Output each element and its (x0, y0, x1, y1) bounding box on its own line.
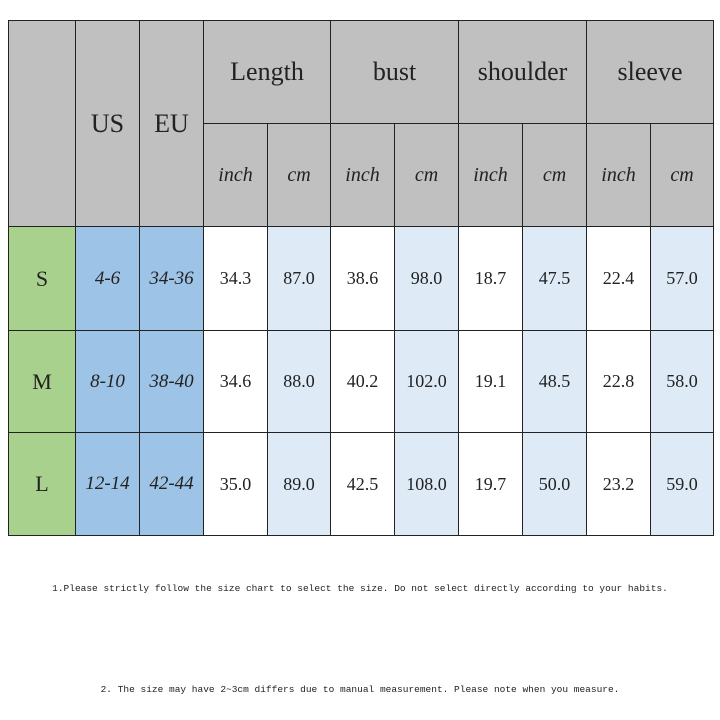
inch-value-cell: 22.4 (586, 226, 652, 331)
cm-value-cell: 88.0 (267, 330, 331, 433)
size-cell: L (8, 432, 76, 536)
inch-value-cell: 19.7 (458, 432, 523, 536)
cm-value-cell: 47.5 (521, 226, 588, 331)
cm-value-cell: 58.0 (650, 330, 715, 433)
header-unit-cm: cm (650, 123, 715, 227)
header-unit-inch: inch (586, 123, 652, 227)
cm-value-cell: 98.0 (394, 226, 459, 331)
header-length: Length (203, 20, 331, 124)
header-us: US (75, 20, 140, 227)
header-shoulder: shoulder (457, 20, 588, 124)
eu-size-cell: 42-44 (139, 432, 204, 536)
header-unit-cm: cm (394, 123, 459, 227)
us-size-cell: 12-14 (75, 432, 140, 536)
cm-value-cell: 48.5 (521, 330, 588, 433)
cm-value-cell: 89.0 (267, 432, 331, 536)
inch-value-cell: 34.3 (203, 226, 268, 331)
header-unit-cm: cm (521, 123, 588, 227)
size-chart-table: US EU Length bust shoulder sleeve inch cm… (8, 20, 715, 536)
table-row: L 12-14 42-44 35.0 89.0 42.5 108.0 19.7 50.0 23.2… (8, 432, 715, 536)
inch-value-cell: 35.0 (203, 432, 268, 536)
us-size-cell: 4-6 (75, 226, 140, 331)
header-eu: EU (139, 20, 204, 227)
inch-value-cell: 34.6 (203, 330, 268, 433)
inch-value-cell: 23.2 (586, 432, 652, 536)
eu-size-cell: 34-36 (139, 226, 204, 331)
header-bust: bust (330, 20, 459, 124)
table-row: S 4-6 34-36 34.3 87.0 38.6 98.0 18.7 47.5 22.4 57.… (8, 226, 715, 331)
inch-value-cell: 19.1 (458, 330, 523, 433)
header-unit-inch: inch (458, 123, 523, 227)
inch-value-cell: 22.8 (586, 330, 652, 433)
size-cell: S (8, 226, 76, 331)
inch-value-cell: 38.6 (330, 226, 395, 331)
note-1: 1.Please strictly follow the size chart … (52, 583, 668, 594)
cm-value-cell: 59.0 (650, 432, 715, 536)
us-size-cell: 8-10 (75, 330, 140, 433)
header-sleeve: sleeve (586, 20, 715, 124)
note-2: 2. The size may have 2~3cm differs due t… (100, 684, 620, 695)
cm-value-cell: 108.0 (394, 432, 459, 536)
cm-value-cell: 102.0 (394, 330, 459, 433)
cm-value-cell: 87.0 (267, 226, 331, 331)
size-cell: M (8, 330, 76, 433)
unit-header-row: inch cm inch cm inch cm inch cm (9, 123, 715, 227)
header-unit-inch: inch (203, 123, 268, 227)
inch-value-cell: 42.5 (330, 432, 395, 536)
eu-size-cell: 38-40 (139, 330, 204, 433)
header-unit-inch: inch (330, 123, 395, 227)
cm-value-cell: 50.0 (521, 432, 588, 536)
cm-value-cell: 57.0 (650, 226, 715, 331)
inch-value-cell: 18.7 (458, 226, 523, 331)
header-unit-cm: cm (267, 123, 331, 227)
inch-value-cell: 40.2 (330, 330, 395, 433)
table-row: M 8-10 38-40 34.6 88.0 40.2 102.0 19.1 48.5 22.8 5… (8, 330, 715, 433)
corner-cell (8, 20, 76, 227)
